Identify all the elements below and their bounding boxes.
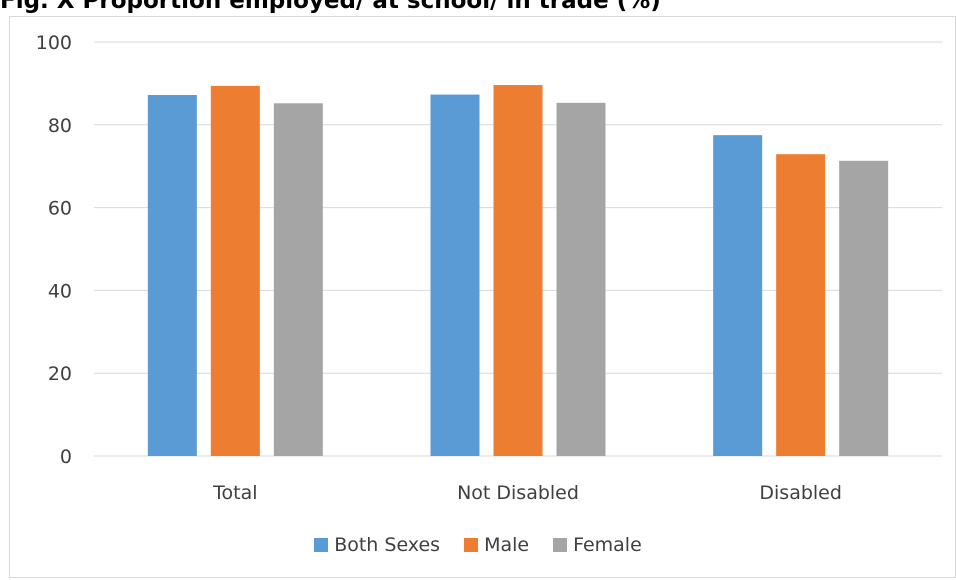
y-tick-label: 60 <box>48 198 72 220</box>
legend-item: Both Sexes <box>314 534 440 556</box>
x-category-label: Disabled <box>759 482 842 504</box>
bar-both-sexes-disabled <box>713 135 763 456</box>
bar-female-total <box>273 103 323 456</box>
legend-swatch <box>553 538 568 552</box>
bar-female-not-disabled <box>556 102 606 456</box>
legend-label: Female <box>573 534 642 556</box>
legend-item: Male <box>464 534 529 556</box>
bar-female-disabled <box>839 160 889 456</box>
legend-swatch <box>314 538 329 552</box>
y-tick-label: 20 <box>48 363 72 385</box>
legend-label: Both Sexes <box>334 534 441 556</box>
y-tick-label: 40 <box>48 280 72 302</box>
bar-both-sexes-not-disabled <box>430 94 480 456</box>
bar-both-sexes-total <box>147 94 197 456</box>
legend-item: Female <box>553 534 642 556</box>
legend-swatch <box>464 538 479 552</box>
y-tick-label: 0 <box>60 446 72 468</box>
chart-legend: Both Sexes Male Female <box>0 534 956 556</box>
bar-male-total <box>210 85 260 456</box>
chart-title: Fig. X Proportion employed/ at school/ i… <box>0 0 661 14</box>
bar-male-disabled <box>776 154 826 456</box>
y-tick-label: 100 <box>36 32 72 54</box>
x-category-label: Not Disabled <box>457 482 579 504</box>
legend-label: Male <box>484 534 530 556</box>
x-category-label: Total <box>212 482 257 504</box>
y-tick-label: 80 <box>48 115 72 137</box>
bar-male-not-disabled <box>493 85 543 456</box>
